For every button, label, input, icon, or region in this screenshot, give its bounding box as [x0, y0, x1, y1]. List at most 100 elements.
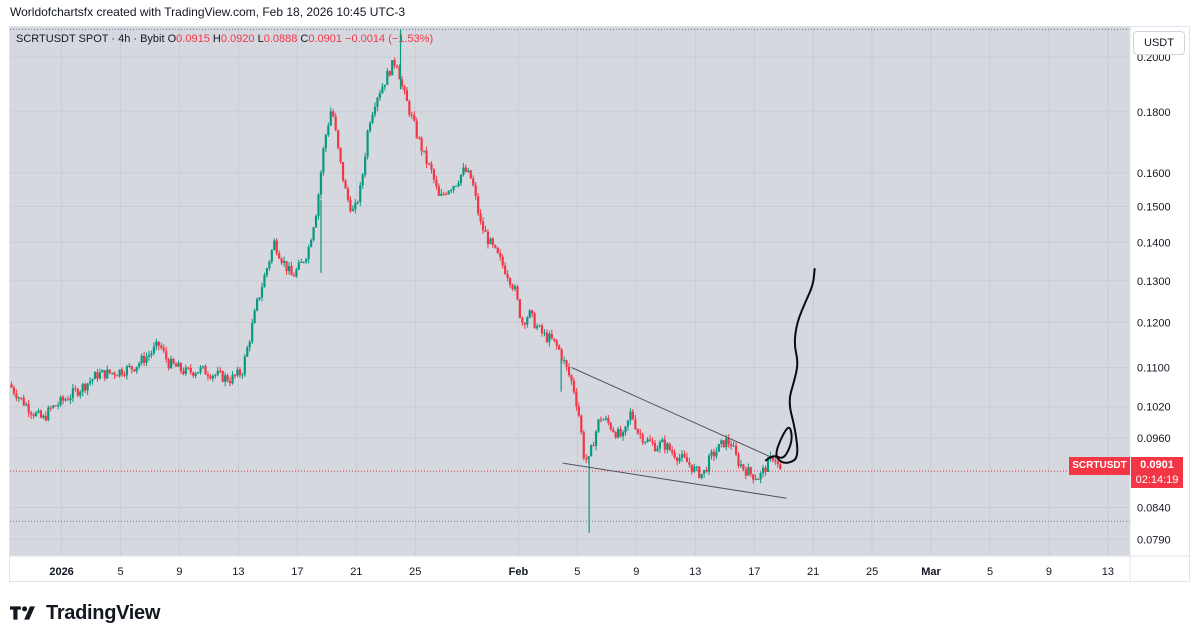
candle-body: [334, 116, 337, 131]
candle-body: [594, 431, 598, 446]
x-tick-label: 9: [176, 566, 182, 578]
candle-body: [371, 114, 374, 124]
legend-change: −0.0014 (−1.53%): [345, 33, 434, 45]
candle-body: [12, 387, 16, 394]
candle-body: [501, 256, 504, 266]
candle-body: [238, 369, 241, 376]
candle-body: [641, 434, 644, 443]
legend-open-label: O: [167, 33, 177, 45]
candle-body: [297, 262, 300, 270]
candle-body: [199, 367, 202, 373]
candle-body: [435, 179, 438, 187]
candle-body: [506, 274, 509, 279]
tradingview-logo[interactable]: TradingView: [10, 601, 160, 625]
candle-body: [580, 415, 583, 433]
x-tick-label: Mar: [921, 566, 941, 578]
candle-body: [599, 419, 603, 421]
candle-body: [423, 150, 426, 152]
legend-symbol: SCRTUSDT SPOT · 4h · Bybit: [16, 33, 165, 45]
currency-button[interactable]: USDT: [1133, 31, 1185, 55]
candle-body: [454, 185, 458, 187]
candle-body: [521, 317, 524, 323]
candle-body: [344, 180, 347, 189]
candle-body: [570, 375, 573, 381]
candle-body: [310, 240, 313, 248]
candle-body: [187, 367, 190, 369]
candle-body: [133, 369, 136, 372]
candle-body: [157, 341, 160, 346]
candle-body: [393, 60, 396, 66]
candle-body: [246, 347, 249, 357]
legend-high-label: H: [212, 33, 221, 45]
candle-body: [145, 356, 148, 363]
drawings: [562, 267, 816, 499]
candle-body: [425, 150, 428, 164]
candle-body: [54, 405, 57, 407]
candle-body: [322, 148, 325, 173]
x-tick-label: 9: [633, 566, 639, 578]
candle-body: [98, 372, 101, 379]
candle-body: [219, 371, 222, 373]
candle-body: [160, 345, 163, 348]
candle-body: [690, 464, 693, 472]
candle-body: [74, 388, 77, 390]
candle-body: [349, 199, 352, 212]
candle-body: [535, 326, 539, 329]
x-tick-label: 5: [987, 566, 993, 578]
y-tick-label: 0.1100: [1137, 363, 1170, 375]
candle-body: [172, 358, 175, 364]
candle-body: [88, 381, 92, 384]
candle-body: [619, 428, 622, 437]
candle-body: [174, 363, 178, 367]
candle-body: [383, 84, 386, 87]
candle-body: [560, 349, 563, 361]
candle-body: [774, 460, 777, 462]
candle-body: [71, 388, 74, 398]
candle-body: [143, 355, 146, 363]
candle-body: [243, 356, 246, 375]
y-tick-label: 0.0840: [1137, 502, 1171, 514]
candle-body: [103, 370, 106, 379]
x-tick-label: 13: [689, 566, 701, 578]
candle-body: [15, 393, 18, 399]
attribution-text: Worldofchartsfx created with TradingView…: [10, 5, 406, 19]
candle-body: [194, 373, 197, 376]
candle-body: [162, 347, 165, 351]
candle-body: [34, 412, 38, 417]
candle-body: [214, 374, 217, 376]
candle-body: [590, 445, 593, 457]
candle-body: [644, 441, 647, 443]
candle-body: [366, 130, 369, 157]
candle-body: [69, 397, 72, 401]
candle-body: [307, 247, 310, 259]
candle-body: [280, 258, 283, 263]
candle-body: [707, 455, 711, 472]
candle-body: [749, 467, 752, 475]
candle-body: [305, 258, 308, 262]
candle-body: [666, 443, 669, 450]
candle-body: [386, 71, 389, 85]
candle-body: [400, 79, 404, 87]
candle-body: [673, 452, 676, 458]
candle-body: [563, 360, 566, 362]
candle-body: [130, 365, 133, 370]
candle-body: [147, 354, 151, 357]
candle-body: [76, 389, 79, 396]
candle-body: [577, 406, 580, 416]
candle-body: [489, 238, 492, 244]
candle-body: [730, 444, 733, 447]
candle-body: [518, 299, 521, 318]
candle-body: [614, 432, 617, 438]
candle-body: [93, 372, 97, 380]
candle-body: [469, 170, 472, 179]
candle-body: [671, 450, 674, 453]
candle-body: [283, 261, 286, 263]
candle-body: [720, 440, 723, 445]
candle-body: [631, 411, 634, 420]
candle-body: [494, 244, 497, 248]
candle-body: [179, 363, 183, 371]
candle-body: [447, 190, 450, 195]
candle-body: [661, 439, 664, 443]
candle-body: [241, 374, 244, 376]
